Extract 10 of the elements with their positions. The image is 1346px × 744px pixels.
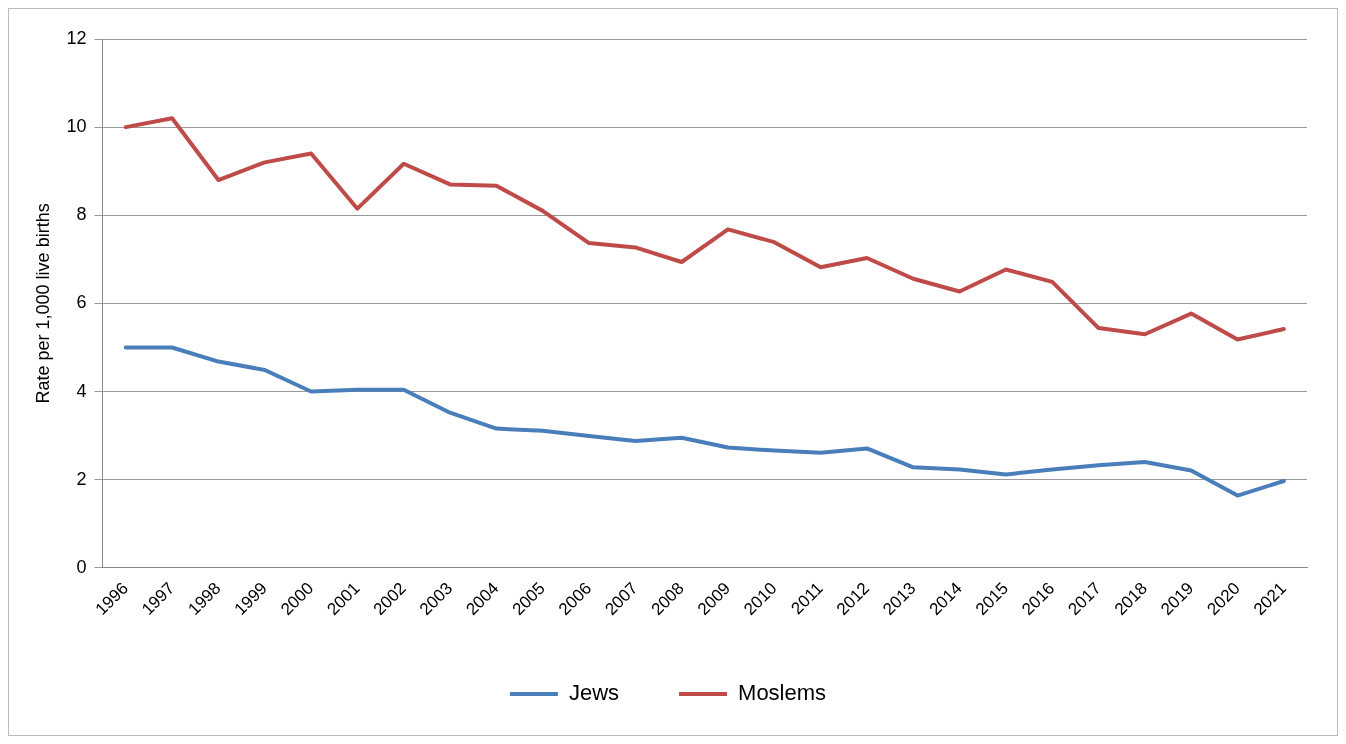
y-axis-title: Rate per 1,000 live births [32, 203, 53, 404]
y-tick-label: 10 [66, 116, 87, 137]
y-tick-label: 12 [66, 27, 87, 48]
y-tick-label: 8 [76, 204, 87, 225]
legend-label: Jews [568, 680, 620, 706]
y-tick-label: 4 [76, 380, 87, 401]
legend-label: Moslems [738, 680, 827, 706]
y-tick-label: 6 [76, 292, 87, 313]
y-tick-label: 2 [76, 468, 87, 489]
y-tick-label: 0 [76, 556, 87, 577]
